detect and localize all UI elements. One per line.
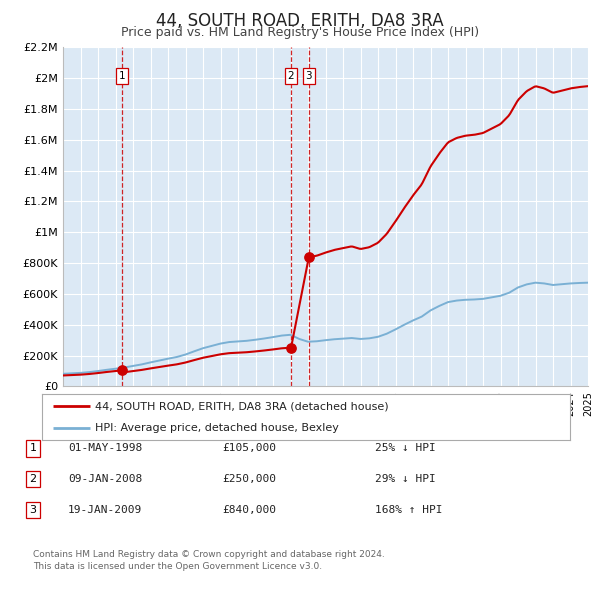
Text: 168% ↑ HPI: 168% ↑ HPI xyxy=(375,505,443,514)
Point xyxy=(304,252,314,261)
Text: £840,000: £840,000 xyxy=(222,505,276,514)
Text: £250,000: £250,000 xyxy=(222,474,276,484)
Text: This data is licensed under the Open Government Licence v3.0.: This data is licensed under the Open Gov… xyxy=(33,562,322,571)
Point xyxy=(286,343,296,353)
Text: HPI: Average price, detached house, Bexley: HPI: Average price, detached house, Bexl… xyxy=(95,423,338,433)
Text: 44, SOUTH ROAD, ERITH, DA8 3RA (detached house): 44, SOUTH ROAD, ERITH, DA8 3RA (detached… xyxy=(95,401,388,411)
Text: 2: 2 xyxy=(288,71,295,81)
Text: 2: 2 xyxy=(29,474,37,484)
Text: 01-MAY-1998: 01-MAY-1998 xyxy=(68,444,142,453)
Text: Contains HM Land Registry data © Crown copyright and database right 2024.: Contains HM Land Registry data © Crown c… xyxy=(33,550,385,559)
Text: £105,000: £105,000 xyxy=(222,444,276,453)
Text: Price paid vs. HM Land Registry's House Price Index (HPI): Price paid vs. HM Land Registry's House … xyxy=(121,26,479,39)
Point xyxy=(117,366,127,375)
Text: 19-JAN-2009: 19-JAN-2009 xyxy=(68,505,142,514)
Text: 29% ↓ HPI: 29% ↓ HPI xyxy=(375,474,436,484)
Text: 25% ↓ HPI: 25% ↓ HPI xyxy=(375,444,436,453)
Text: 3: 3 xyxy=(29,505,37,514)
Text: 1: 1 xyxy=(118,71,125,81)
Text: 3: 3 xyxy=(305,71,312,81)
Text: 1: 1 xyxy=(29,444,37,453)
Text: 09-JAN-2008: 09-JAN-2008 xyxy=(68,474,142,484)
Text: 44, SOUTH ROAD, ERITH, DA8 3RA: 44, SOUTH ROAD, ERITH, DA8 3RA xyxy=(156,12,444,30)
